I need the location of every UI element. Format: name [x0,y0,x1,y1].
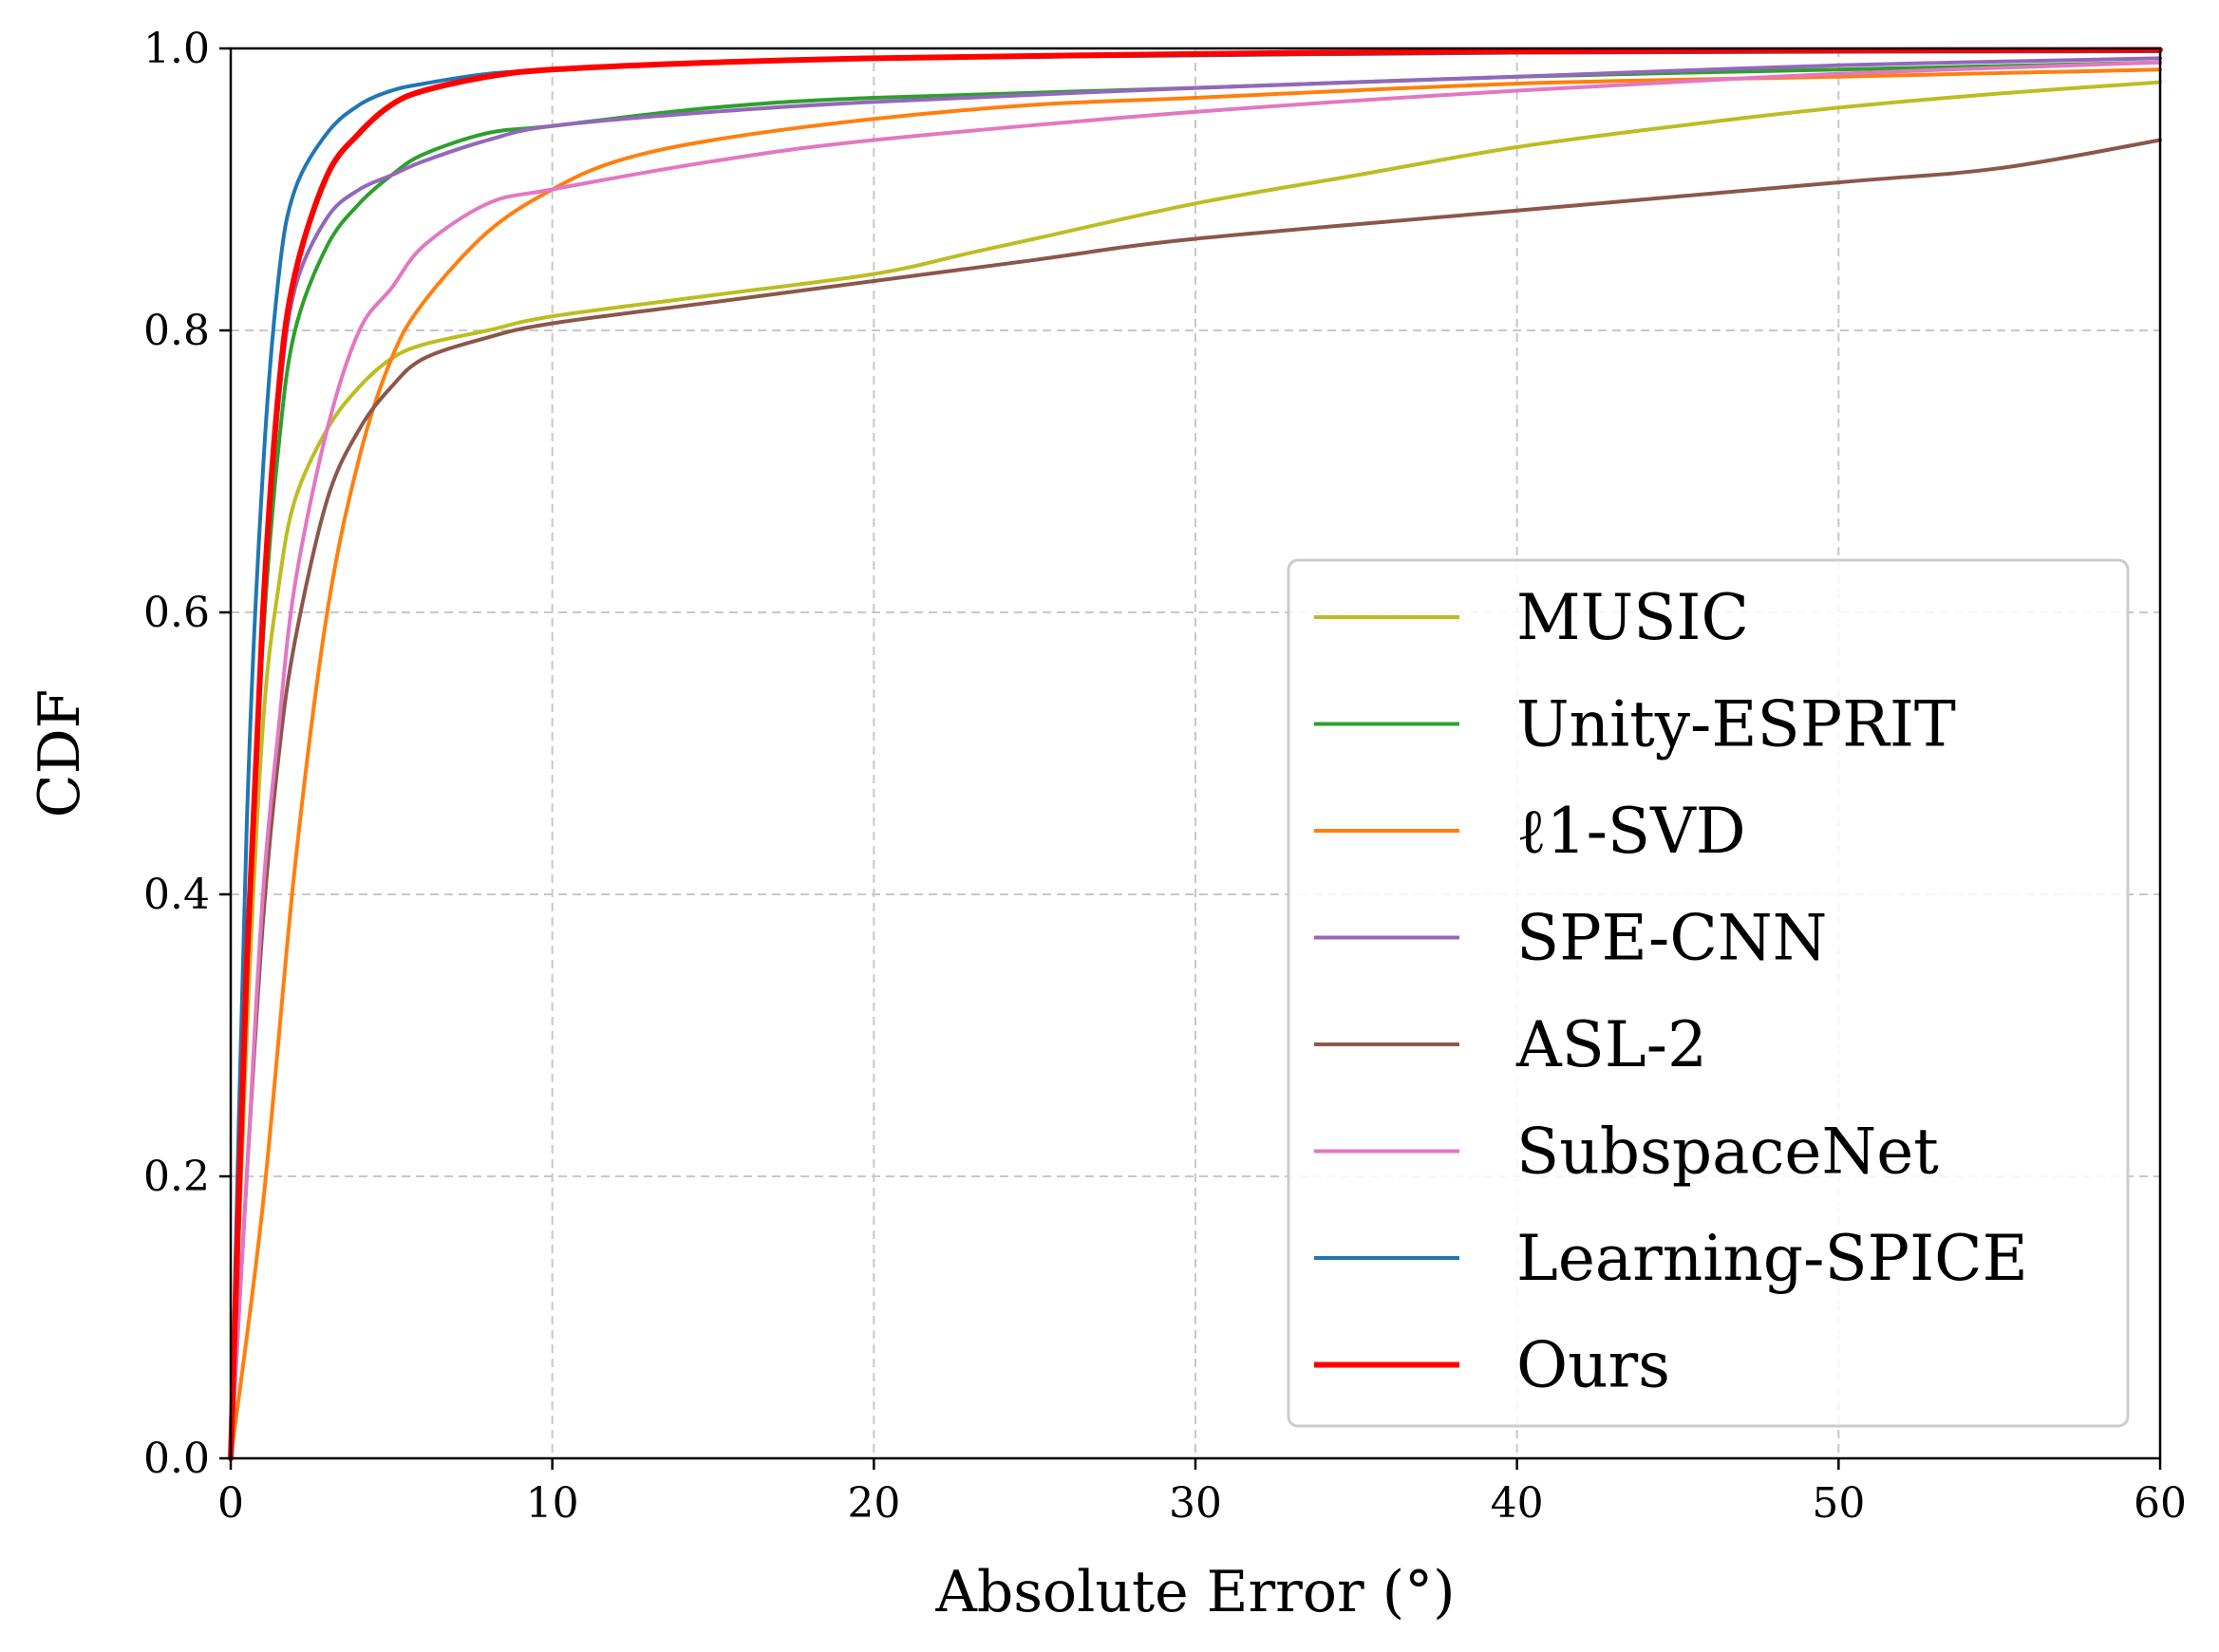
x-tick-label: 10 [526,1479,579,1528]
series-line-music [229,80,2162,1460]
legend: MUSIC Unity-ESPRIT ℓ1-SVD SPE-CNN ASL-2 Subsp… [1287,558,2130,1428]
series-line-ours [228,47,2163,1461]
y-axis-label: CDF [27,689,93,818]
y-tick-label: 0.4 [143,871,210,919]
y-tick-label: 0.0 [143,1435,210,1483]
legend-label-subspacenet: SubspaceNet [1516,1116,1939,1189]
series-line-1-svd [229,67,2162,1460]
y-tick-label: 0.8 [143,307,210,355]
series-line-subspacenet [229,60,2162,1460]
y-tick-label: 0.6 [143,589,210,637]
legend-label-asl-2: ASL-2 [1515,1008,1707,1081]
legend-label-unity-esprit: Unity-ESPRIT [1516,688,1956,761]
y-tick-label: 0.2 [143,1153,210,1201]
legend-label-ours: Ours [1516,1329,1670,1402]
x-tick-label: 50 [1812,1479,1865,1528]
legend-label-music: MUSIC [1516,581,1749,654]
x-tick-label: 60 [2134,1479,2187,1528]
series-lines [228,47,2163,1461]
legend-label-learning-spice: Learning-SPICE [1516,1222,2028,1295]
legend-label-spe-cnn: SPE-CNN [1516,902,1827,975]
legend-label-1-svd: ℓ1-SVD [1516,795,1746,868]
axis-ticks: 0 10 20 30 40 50 60 0.0 0.2 0.4 0.6 0.8 1.0 [143,25,2187,1528]
x-tick-label: 20 [847,1479,900,1528]
x-tick-label: 0 [217,1479,244,1528]
x-tick-label: 40 [1491,1479,1544,1528]
y-tick-label: 1.0 [143,25,210,73]
series-line-asl-2 [229,138,2162,1460]
legend-box [1287,558,2130,1428]
x-tick-label: 30 [1169,1479,1222,1528]
x-axis-label: Absolute Error (°) [934,1559,1455,1625]
